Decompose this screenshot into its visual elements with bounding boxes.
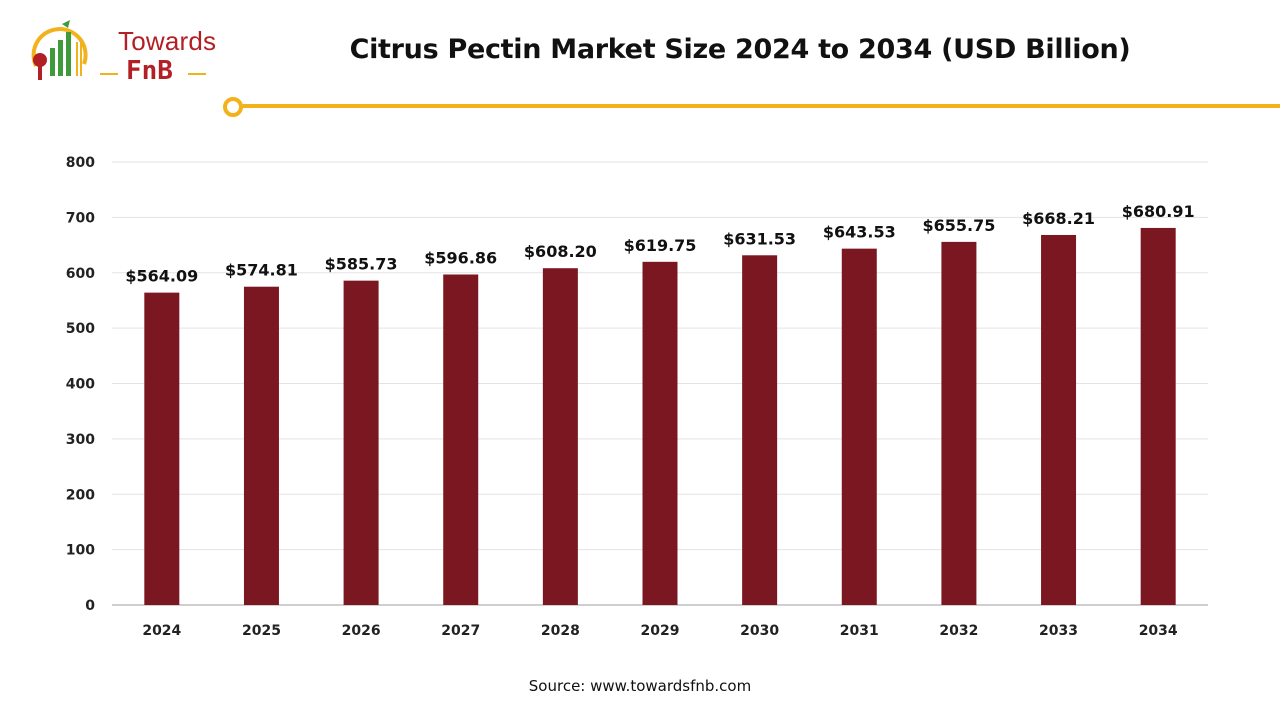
data-label: $596.86 bbox=[424, 248, 497, 267]
chart-title: Citrus Pectin Market Size 2024 to 2034 (… bbox=[349, 34, 1131, 65]
x-tick-label: 2034 bbox=[1139, 623, 1178, 639]
bar bbox=[343, 280, 379, 605]
data-label: $619.75 bbox=[624, 236, 697, 255]
x-tick-label: 2027 bbox=[441, 623, 480, 639]
data-label: $608.20 bbox=[524, 242, 597, 261]
x-tick-label: 2026 bbox=[342, 623, 381, 639]
data-label: $680.91 bbox=[1122, 202, 1195, 221]
y-tick-label: 700 bbox=[66, 210, 95, 226]
brand-dash-right bbox=[188, 73, 206, 75]
data-label: $631.53 bbox=[723, 229, 796, 248]
accent-dot bbox=[223, 97, 243, 117]
x-tick-label: 2033 bbox=[1039, 623, 1078, 639]
data-label: $564.09 bbox=[125, 267, 198, 286]
y-tick-label: 200 bbox=[66, 487, 95, 503]
data-label: $668.21 bbox=[1022, 209, 1095, 228]
brand-name-line1: Towards bbox=[118, 26, 217, 56]
x-tick-label: 2025 bbox=[242, 623, 281, 639]
bar bbox=[1041, 234, 1077, 606]
bar bbox=[642, 261, 678, 605]
x-tick-label: 2032 bbox=[939, 623, 978, 639]
x-tick-label: 2028 bbox=[541, 623, 580, 639]
x-tick-label: 2024 bbox=[142, 623, 181, 639]
bar bbox=[742, 255, 778, 605]
y-tick-label: 800 bbox=[66, 155, 95, 171]
y-tick-label: 0 bbox=[85, 598, 95, 614]
x-tick-label: 2030 bbox=[740, 623, 779, 639]
y-tick-label: 100 bbox=[66, 543, 95, 559]
bar bbox=[144, 292, 180, 605]
bar bbox=[1140, 227, 1176, 605]
data-label: $574.81 bbox=[225, 261, 298, 280]
data-label: $655.75 bbox=[922, 216, 995, 235]
data-label: $585.73 bbox=[325, 255, 398, 274]
data-label: $643.53 bbox=[823, 223, 896, 242]
brand-logo: Towards FnB bbox=[22, 18, 222, 90]
accent-divider bbox=[242, 104, 1280, 108]
source-note: Source: www.towardsfnb.com bbox=[528, 677, 752, 695]
brand-dash-left bbox=[100, 73, 118, 75]
y-tick-label: 300 bbox=[66, 432, 95, 448]
bar bbox=[542, 268, 578, 605]
y-tick-label: 600 bbox=[66, 266, 95, 282]
bar bbox=[243, 286, 279, 605]
x-tick-label: 2029 bbox=[641, 623, 680, 639]
y-tick-label: 400 bbox=[66, 377, 95, 393]
logo-chart-icon bbox=[31, 20, 88, 80]
brand-name-line2: FnB bbox=[126, 56, 173, 86]
bar bbox=[941, 241, 977, 606]
bar bbox=[443, 274, 479, 605]
bar bbox=[841, 248, 877, 605]
y-tick-label: 500 bbox=[66, 321, 95, 337]
x-tick-label: 2031 bbox=[840, 623, 879, 639]
